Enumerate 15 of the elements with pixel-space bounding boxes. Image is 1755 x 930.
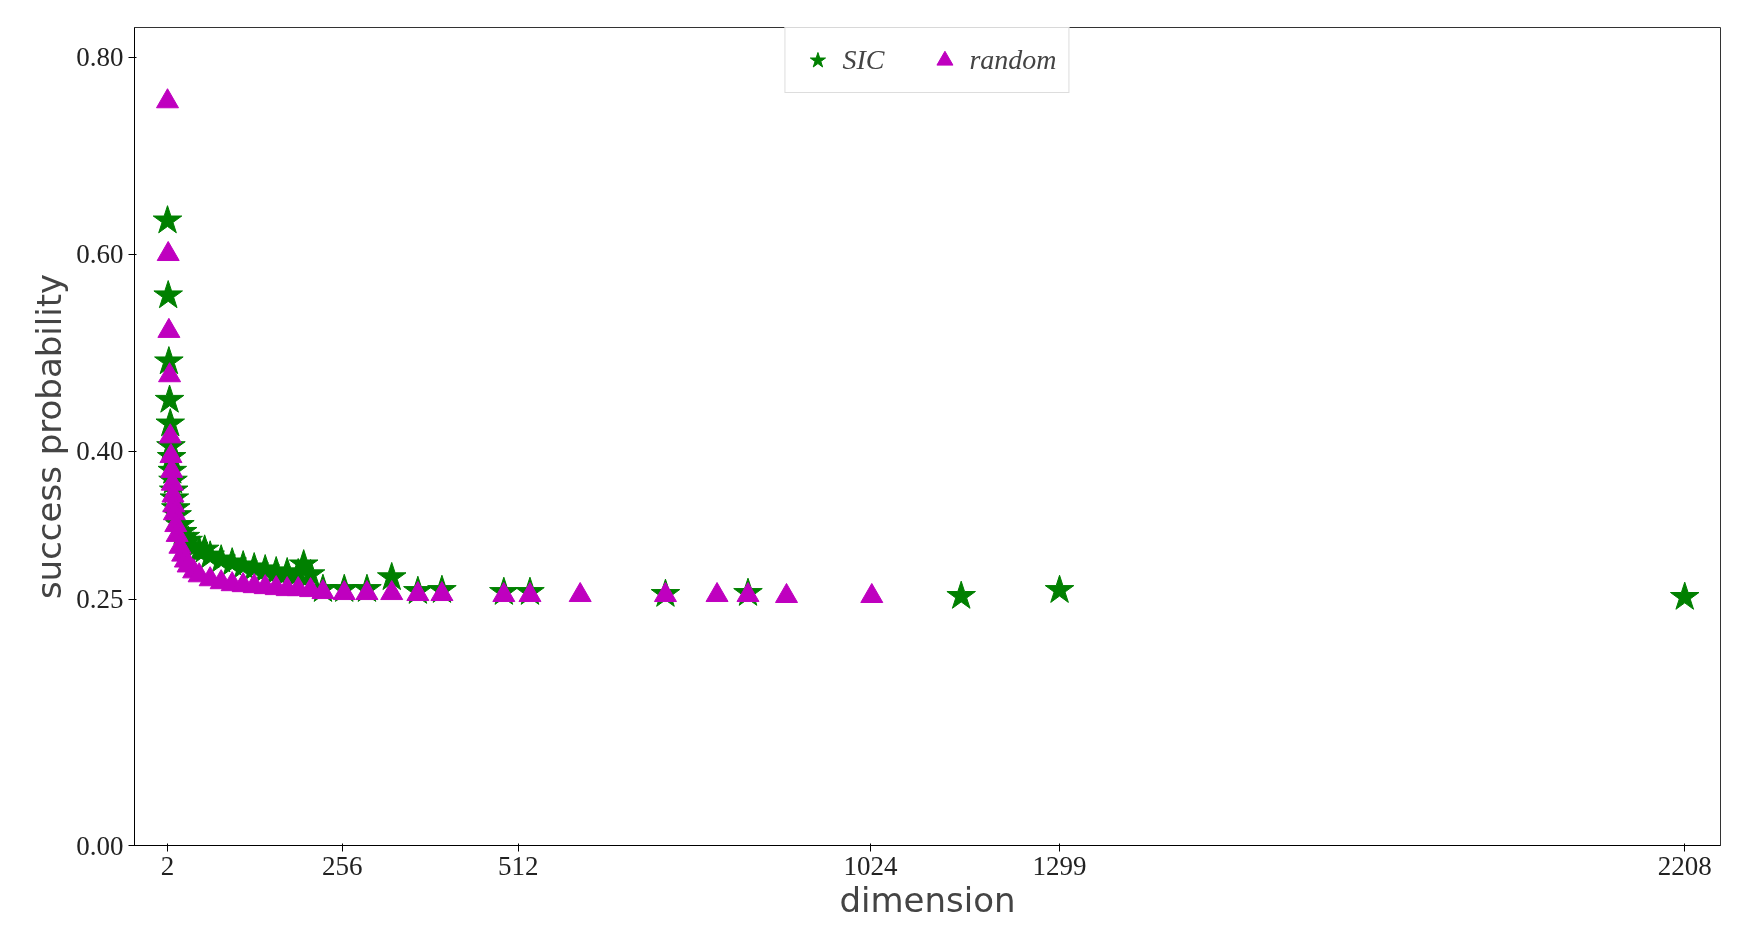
y-axis-title: success probability <box>29 273 70 600</box>
y-tick-label: 0.00 <box>76 830 124 861</box>
x-axis-title: dimension <box>839 879 1016 920</box>
x-tick-label: 512 <box>498 850 539 881</box>
x-tick-label: 2208 <box>1657 850 1712 881</box>
y-tick-label: 0.60 <box>76 239 124 270</box>
y-tick-label: 0.40 <box>76 436 124 467</box>
x-tick-label: 1299 <box>1032 850 1087 881</box>
x-tick-label: 1024 <box>843 850 898 881</box>
legend-label: SIC <box>842 44 885 76</box>
y-tick-label: 0.25 <box>76 584 124 615</box>
x-tick-label: 256 <box>321 850 363 881</box>
legend-label: random <box>969 44 1057 76</box>
y-tick-label: 0.80 <box>76 42 124 73</box>
x-tick-label: 2 <box>160 850 175 881</box>
